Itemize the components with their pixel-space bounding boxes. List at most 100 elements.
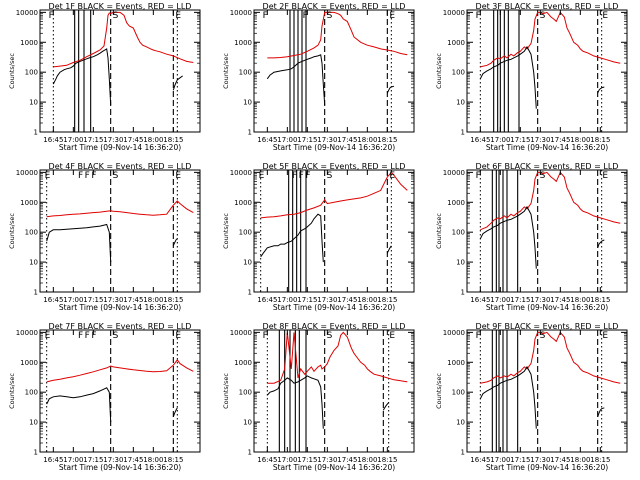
y-tick-label: 1000 <box>234 359 252 367</box>
y-axis-label: Counts/sec <box>222 373 230 409</box>
x-tick-label: 17:45 <box>550 456 570 464</box>
x-tick-label: 17:15 <box>83 136 103 144</box>
x-tick-label: 17:15 <box>83 456 103 464</box>
y-tick-label: 10 <box>29 259 38 267</box>
x-tick-label: 17:15 <box>510 296 530 304</box>
x-tick-label: 17:00 <box>490 456 510 464</box>
plot-frame <box>253 329 415 453</box>
series-group <box>266 331 408 429</box>
x-tick-label: 16:45 <box>470 136 490 144</box>
x-tick-label: 17:30 <box>530 296 550 304</box>
marker-letter: F <box>299 171 304 181</box>
y-tick-label: 1 <box>248 289 252 297</box>
event-lines <box>266 330 390 452</box>
panel-title: Det 6F BLACK = Events, RED = LLD <box>476 162 619 171</box>
x-tick-label: 17:00 <box>277 136 297 144</box>
series-group <box>260 171 408 263</box>
series-line-events-2 <box>172 75 183 91</box>
y-axis-label: Counts/sec <box>222 213 230 249</box>
y-tick-label: 1000 <box>234 199 252 207</box>
marker-letter: E <box>45 331 51 341</box>
y-tick-label: 100 <box>239 389 252 397</box>
marker-letter: S <box>540 11 546 21</box>
event-lines <box>52 10 178 132</box>
x-tick-label: 17:30 <box>103 456 123 464</box>
x-tick-label: 17:00 <box>277 456 297 464</box>
series-line-events-2 <box>597 86 605 94</box>
series-line-events-2 <box>172 238 178 247</box>
x-tick-label: 18:00 <box>570 456 590 464</box>
x-tick-label: 17:30 <box>103 136 123 144</box>
y-axis-label: Counts/sec <box>435 373 443 409</box>
marker-letter: E <box>389 171 395 181</box>
plot-frame <box>466 9 628 133</box>
chart-panel-3: 16:45 17:00 17:15 17:30 17:45 18:00 18:15 1 10 10… <box>435 2 628 152</box>
series-group <box>479 331 621 429</box>
y-tick-label: 10 <box>29 99 38 107</box>
y-tick-label: 1 <box>34 289 38 297</box>
plot-frame <box>466 329 628 453</box>
y-tick-label: 10000 <box>16 329 38 337</box>
marker-letter: E <box>602 171 608 181</box>
y-tick-label: 1 <box>248 129 252 137</box>
series-line-lld <box>53 11 194 68</box>
panel-title: Det 4F BLACK = Events, RED = LLD <box>49 162 192 171</box>
y-axis-label: Counts/sec <box>222 53 230 89</box>
x-tick-label: 17:45 <box>123 456 143 464</box>
chart-panel-5: 16:45 17:00 17:15 17:30 17:45 18:00 18:15 1 10 10… <box>222 162 415 312</box>
y-tick-label: 1000 <box>20 39 38 47</box>
marker-letter: F <box>85 331 90 341</box>
chart-panel-6: 16:45 17:00 17:15 17:30 17:45 18:00 18:15 1 10 10… <box>435 162 628 312</box>
marker-letter: S <box>113 171 119 181</box>
panel-title: Det 2F BLACK = Events, RED = LLD <box>263 2 406 11</box>
y-axis-label: Counts/sec <box>8 213 16 249</box>
x-tick-label: 18:15 <box>377 456 397 464</box>
y-axis-label: Counts/sec <box>8 53 16 89</box>
series-line-lld <box>260 171 408 219</box>
marker-letter: F <box>476 11 481 21</box>
x-tick-label: 18:00 <box>570 296 590 304</box>
series-line-events-1 <box>479 205 537 269</box>
marker-letter: E <box>259 171 265 181</box>
marker-letter: E <box>389 331 395 341</box>
series-group <box>479 11 621 109</box>
panel-title: Det 7F BLACK = Events, RED = LLD <box>49 322 192 331</box>
y-tick-label: 10000 <box>230 169 252 177</box>
x-axis-label: Start Time (09-Nov-14 16:36:20) <box>59 143 181 152</box>
x-tick-label: 18:15 <box>377 136 397 144</box>
y-tick-label: 100 <box>239 69 252 77</box>
series-line-lld <box>267 11 408 59</box>
x-tick-label: 17:15 <box>297 136 317 144</box>
x-tick-label: 17:45 <box>337 136 357 144</box>
y-tick-label: 1 <box>461 449 465 457</box>
x-axis-label: Start Time (09-Nov-14 16:36:20) <box>273 463 395 472</box>
y-tick-label: 1 <box>34 449 38 457</box>
marker-letter: S <box>327 331 333 341</box>
y-tick-label: 10 <box>29 419 38 427</box>
y-tick-label: 100 <box>452 389 465 397</box>
series-line-events-2 <box>597 239 605 248</box>
marker-letter: S <box>113 11 119 21</box>
x-tick-label: 17:45 <box>337 296 357 304</box>
y-tick-label: 1000 <box>20 359 38 367</box>
y-tick-label: 1 <box>461 129 465 137</box>
plot-frame <box>253 169 415 293</box>
series-line-events-2 <box>597 407 605 417</box>
marker-letter: E <box>175 11 181 21</box>
x-tick-label: 17:15 <box>510 456 530 464</box>
series-line-events-1 <box>260 213 324 263</box>
y-tick-label: 10 <box>456 99 465 107</box>
y-tick-label: 10000 <box>16 169 38 177</box>
series-line-events-2 <box>382 402 390 411</box>
series-line-lld <box>46 359 194 383</box>
y-tick-label: 100 <box>25 69 38 77</box>
x-tick-label: 18:00 <box>357 136 377 144</box>
x-tick-label: 17:15 <box>83 296 103 304</box>
x-axis-label: Start Time (09-Nov-14 16:36:20) <box>59 303 181 312</box>
y-tick-label: 10 <box>243 259 252 267</box>
y-tick-label: 10 <box>456 259 465 267</box>
y-tick-label: 1000 <box>447 39 465 47</box>
series-line-events-1 <box>266 54 326 106</box>
y-tick-label: 1000 <box>20 199 38 207</box>
